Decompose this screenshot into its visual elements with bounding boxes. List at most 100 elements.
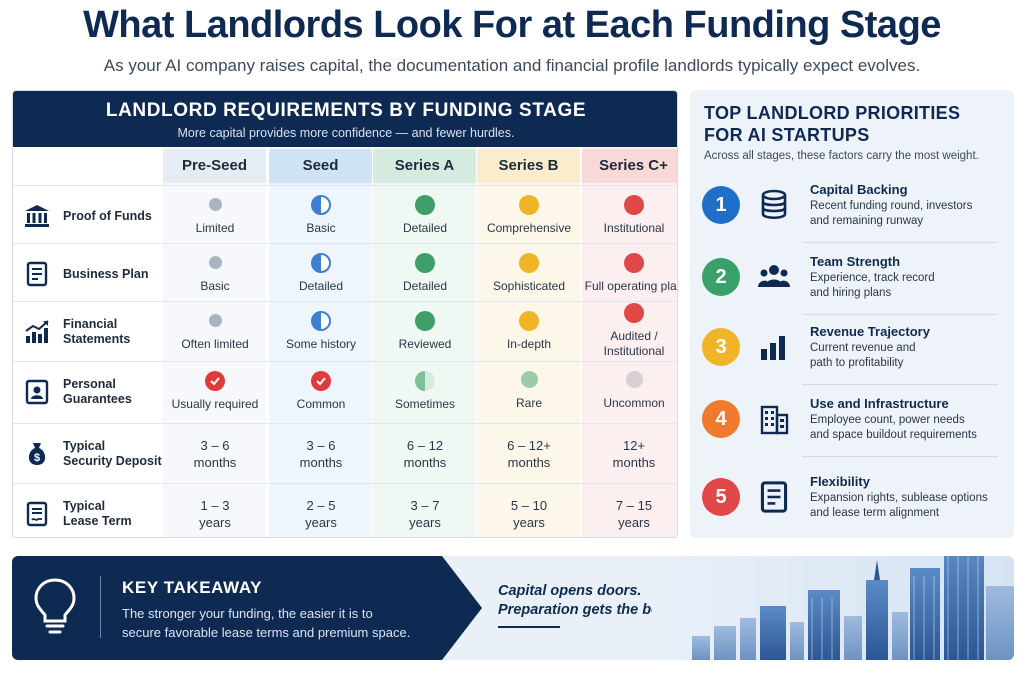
requirements-table: LANDLORD REQUIREMENTS BY FUNDING STAGE M… xyxy=(12,90,678,538)
half-filled-indicator xyxy=(311,310,331,331)
table-cell: 5 – 10 years xyxy=(510,498,548,530)
check-icon xyxy=(311,370,331,391)
team-icon xyxy=(756,259,792,295)
level-indicator xyxy=(624,194,644,215)
table-cell: Full operating plan xyxy=(582,252,677,294)
row-label: Typical Lease Term xyxy=(23,485,168,537)
level-indicator xyxy=(519,194,539,215)
row-label: $ Typical Security Deposit xyxy=(23,425,168,483)
stage-header: Seed xyxy=(269,149,372,183)
table-cell: Detailed xyxy=(373,252,477,294)
table-cell: Sophisticated xyxy=(477,252,581,294)
document-icon xyxy=(23,260,51,288)
level-indicator xyxy=(208,313,222,327)
table-cell: Detailed xyxy=(269,252,373,294)
table-cell: 2 – 5 years xyxy=(305,498,337,530)
level-indicator xyxy=(624,303,644,323)
row-label: Personal Guarantees xyxy=(23,363,168,421)
priority-item: 3 Revenue Trajectory Current revenue and pa… xyxy=(690,324,1014,392)
level-indicator xyxy=(519,310,539,331)
level-indicator xyxy=(624,252,644,273)
table-cell: Basic xyxy=(269,194,373,236)
document-icon xyxy=(756,479,792,515)
stage-header: Series A xyxy=(373,149,476,183)
priority-description: Current revenue and path to profitability xyxy=(810,342,916,369)
priorities-title: TOP LANDLORD PRIORITIES FOR AI STARTUPS xyxy=(704,103,961,145)
priority-description: Expansion rights, sublease options and le… xyxy=(810,492,988,519)
page-subtitle: As your AI company raises capital, the d… xyxy=(103,56,921,75)
level-indicator xyxy=(415,252,435,273)
level-indicator xyxy=(208,197,222,211)
table-cell: 12+ months xyxy=(612,438,656,470)
level-indicator xyxy=(415,194,435,215)
priority-number-badge: 5 xyxy=(702,478,740,516)
half-filled-indicator xyxy=(311,194,331,215)
table-cell: Sometimes xyxy=(373,370,477,412)
table-cell: Limited xyxy=(163,195,267,236)
stage-header: Series B xyxy=(477,149,580,183)
growth-chart-icon xyxy=(23,318,51,346)
level-indicator xyxy=(208,255,222,269)
table-cell: Rare xyxy=(477,370,581,411)
level-indicator xyxy=(625,370,643,388)
table-cell: In-depth xyxy=(477,310,581,352)
level-indicator xyxy=(519,252,539,273)
priority-item: 2 Team Strength Experience, track record an… xyxy=(690,254,1014,322)
priority-item: 1 Capital Backing Recent funding round, in… xyxy=(690,182,1014,250)
office-building-icon xyxy=(756,401,792,437)
takeaway-body: The stronger your funding, the easier it… xyxy=(122,606,411,640)
table-cell: 1 – 3 years xyxy=(199,498,231,530)
priority-description: Employee count, power needs and space bui… xyxy=(810,414,977,441)
table-cell: Some history xyxy=(269,310,373,352)
table-header: LANDLORD REQUIREMENTS BY FUNDING STAGE M… xyxy=(13,91,677,147)
bar-chart-icon xyxy=(756,329,792,365)
table-cell: Reviewed xyxy=(373,310,477,352)
table-cell: Often limited xyxy=(163,311,267,352)
id-badge-icon xyxy=(23,378,51,406)
table-cell: Detailed xyxy=(373,194,477,236)
half-filled-indicator xyxy=(415,370,435,391)
takeaway-banner: KEY TAKEAWAY The stronger your funding, … xyxy=(12,556,1014,660)
priority-number-badge: 1 xyxy=(702,186,740,224)
priority-title: Revenue Trajectory xyxy=(810,324,930,339)
svg-text:$: $ xyxy=(34,452,40,464)
priorities-panel: TOP LANDLORD PRIORITIES FOR AI STARTUPS … xyxy=(690,90,1014,538)
table-title: LANDLORD REQUIREMENTS BY FUNDING STAGE xyxy=(105,100,587,121)
priority-description: Experience, track record and hiring plans xyxy=(810,272,935,299)
stage-header: Pre-Seed xyxy=(163,149,266,183)
table-cell: Comprehensive xyxy=(477,194,581,236)
bank-icon xyxy=(23,202,51,230)
priority-title: Team Strength xyxy=(810,254,901,269)
table-cell: Institutional xyxy=(582,194,677,236)
table-cell: 6 – 12 months xyxy=(403,438,447,470)
priority-title: Capital Backing xyxy=(810,182,908,197)
level-indicator xyxy=(520,370,538,388)
contract-icon xyxy=(23,500,51,528)
priority-number-badge: 4 xyxy=(702,400,740,438)
table-cell: Common xyxy=(269,370,373,412)
table-cell: Usually required xyxy=(163,370,267,412)
table-cell: 7 – 15 years xyxy=(615,498,653,530)
table-cell: 6 – 12+ months xyxy=(507,438,551,470)
lightbulb-icon xyxy=(34,578,76,634)
priority-item: 4 Use and Infrastructure Employee count, p… xyxy=(690,396,1014,464)
takeaway-title: KEY TAKEAWAY xyxy=(122,578,263,597)
priority-item: 5 Flexibility Expansion rights, sublease o… xyxy=(690,474,1014,542)
row-label: Business Plan xyxy=(23,245,168,303)
priority-title: Flexibility xyxy=(810,474,870,489)
table-subtitle: More capital provides more confidence — … xyxy=(177,126,515,140)
row-label: Proof of Funds xyxy=(23,187,168,245)
table-cell: 3 – 7 years xyxy=(409,498,441,530)
level-indicator xyxy=(415,310,435,331)
page-title: What Landlords Look For at Each Funding … xyxy=(83,4,941,46)
table-cell: 3 – 6 months xyxy=(193,438,237,470)
priority-number-badge: 3 xyxy=(702,328,740,366)
priority-title: Use and Infrastructure xyxy=(810,396,949,411)
stage-header: Series C+ xyxy=(582,149,677,183)
money-bag-icon: $ xyxy=(23,440,51,468)
database-stack-icon xyxy=(756,187,792,223)
priority-description: Recent funding round, investors and remai… xyxy=(810,200,973,227)
priority-number-badge: 2 xyxy=(702,258,740,296)
half-filled-indicator xyxy=(311,252,331,273)
check-icon xyxy=(205,370,225,391)
